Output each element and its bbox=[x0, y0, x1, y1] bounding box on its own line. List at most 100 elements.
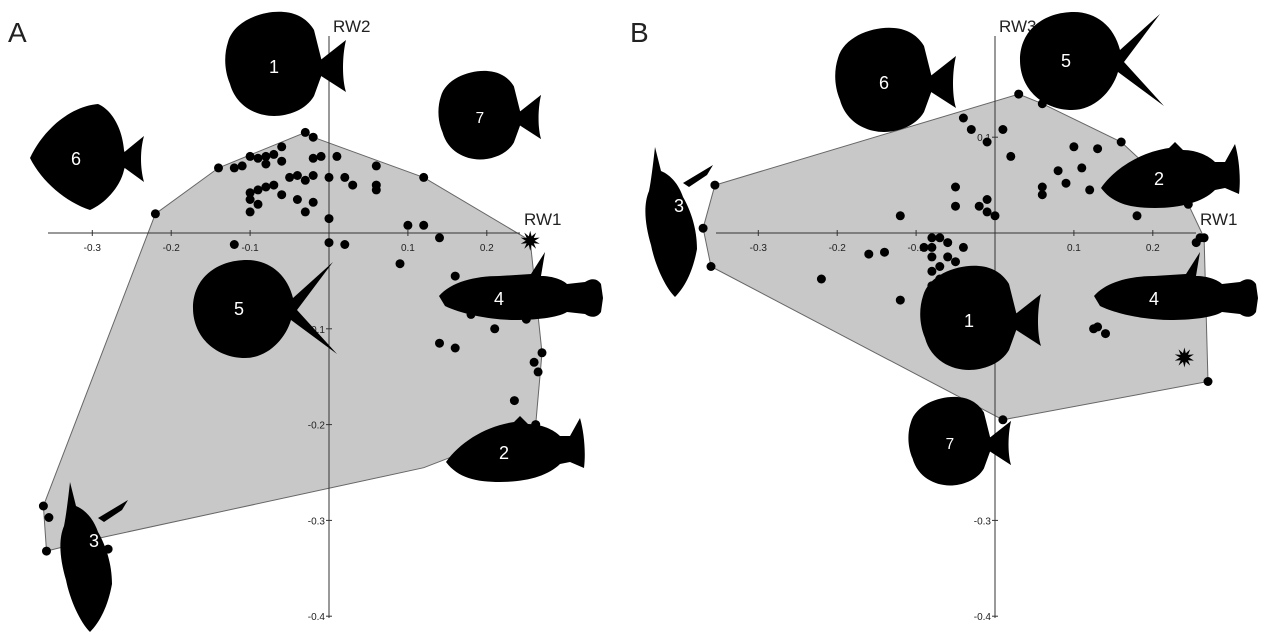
data-point bbox=[332, 151, 342, 161]
fish-number-label: 7 bbox=[946, 436, 955, 453]
data-point bbox=[966, 125, 976, 134]
data-point bbox=[324, 238, 334, 248]
data-point bbox=[1093, 322, 1103, 332]
data-point bbox=[150, 209, 160, 219]
data-point bbox=[935, 233, 945, 243]
data-point bbox=[324, 214, 334, 224]
y-axis-title: RW2 bbox=[333, 17, 370, 36]
data-point bbox=[974, 201, 984, 211]
data-point bbox=[450, 343, 460, 353]
data-point bbox=[419, 220, 429, 230]
data-point bbox=[895, 295, 905, 305]
data-point bbox=[277, 142, 287, 152]
data-point bbox=[292, 171, 302, 180]
data-point bbox=[348, 180, 358, 190]
fish-silhouette: 6 bbox=[30, 104, 144, 210]
x-tick-label: 0.1 bbox=[1067, 243, 1081, 254]
data-point bbox=[951, 182, 960, 192]
data-point bbox=[1199, 233, 1209, 243]
data-point bbox=[269, 149, 279, 159]
data-point bbox=[958, 242, 968, 252]
y-tick-label: -0.3 bbox=[308, 516, 326, 527]
x-tick-label: -0.1 bbox=[907, 243, 925, 254]
data-point bbox=[261, 182, 271, 192]
data-point bbox=[340, 240, 350, 249]
data-point bbox=[1037, 190, 1047, 200]
y-axis-title: RW3 bbox=[999, 17, 1036, 36]
fish-silhouette: 1 bbox=[920, 265, 1041, 370]
data-point bbox=[277, 190, 287, 200]
data-point bbox=[919, 242, 929, 252]
data-point bbox=[285, 172, 295, 182]
data-point bbox=[998, 415, 1008, 425]
data-point bbox=[419, 172, 429, 182]
data-point bbox=[958, 113, 968, 123]
x-tick-label: -0.2 bbox=[163, 243, 181, 254]
fish-number-label: 1 bbox=[964, 311, 974, 331]
data-point bbox=[253, 153, 263, 163]
data-point bbox=[292, 195, 302, 204]
data-point bbox=[864, 249, 874, 259]
panel-a: A RW1 RW2 -0.3 -0.2 -0.1 0.1 0.2 -0.1 -0.2 -0.3 -0… bbox=[8, 11, 603, 632]
data-point bbox=[998, 125, 1008, 134]
data-point bbox=[300, 207, 310, 217]
data-point bbox=[927, 266, 937, 276]
fish-number-label: 3 bbox=[89, 531, 99, 551]
fish-number-label: 2 bbox=[1154, 169, 1164, 189]
data-point bbox=[450, 271, 460, 281]
fish-number-label: 6 bbox=[879, 73, 889, 93]
fish-number-label: 7 bbox=[476, 110, 485, 127]
data-point bbox=[237, 161, 247, 171]
data-point bbox=[229, 163, 239, 173]
data-point bbox=[529, 357, 539, 367]
data-point bbox=[1132, 211, 1142, 221]
convex-hull-b bbox=[702, 93, 1209, 421]
data-point bbox=[261, 159, 271, 169]
fish-number-label: 1 bbox=[269, 57, 279, 77]
data-point bbox=[927, 242, 937, 252]
data-point bbox=[490, 324, 500, 334]
data-point bbox=[1203, 377, 1213, 386]
data-point bbox=[340, 172, 350, 182]
fish-silhouette: 3 bbox=[645, 147, 713, 297]
data-point bbox=[1085, 185, 1095, 195]
convex-hull-a bbox=[42, 131, 543, 552]
fish-shape bbox=[1020, 12, 1164, 110]
fish-silhouettes-b: 1 2 3 4 5 6 7 bbox=[645, 12, 1258, 486]
fish-silhouette: 2 bbox=[446, 416, 585, 482]
panel-letter-b: B bbox=[630, 17, 649, 48]
fish-number-label: 6 bbox=[71, 149, 81, 169]
data-point bbox=[927, 252, 937, 262]
x-tick-label: -0.3 bbox=[750, 243, 768, 254]
data-point bbox=[927, 233, 937, 243]
fish-silhouette: 4 bbox=[1094, 252, 1258, 320]
data-point bbox=[308, 171, 318, 180]
fish-shape bbox=[225, 11, 346, 116]
fish-number-label: 5 bbox=[234, 299, 244, 319]
data-point bbox=[1116, 137, 1126, 147]
data-point bbox=[816, 274, 826, 284]
fish-silhouette: 7 bbox=[438, 70, 542, 160]
fish-silhouettes-a: 1 2 3 4 5 6 7 bbox=[30, 11, 603, 632]
data-point bbox=[245, 195, 255, 204]
y-tick-label: -0.1 bbox=[308, 325, 326, 336]
fish-silhouette: 6 bbox=[835, 27, 956, 132]
data-point bbox=[229, 240, 239, 249]
data-point bbox=[277, 156, 287, 166]
data-point bbox=[253, 199, 263, 209]
fish-number-label: 4 bbox=[494, 289, 504, 309]
y-tick-label: -0.4 bbox=[974, 612, 992, 623]
fish-silhouette: 7 bbox=[908, 396, 1012, 486]
data-point bbox=[316, 151, 326, 161]
data-point bbox=[895, 211, 905, 221]
data-point bbox=[300, 175, 310, 185]
data-point bbox=[371, 161, 381, 171]
x-tick-label: 0.1 bbox=[401, 243, 415, 254]
data-point bbox=[951, 257, 960, 267]
y-tick-label: -0.2 bbox=[308, 421, 326, 432]
x-axis-title: RW1 bbox=[1200, 210, 1237, 229]
data-point bbox=[1061, 178, 1071, 188]
panel-letter-a: A bbox=[8, 17, 27, 48]
